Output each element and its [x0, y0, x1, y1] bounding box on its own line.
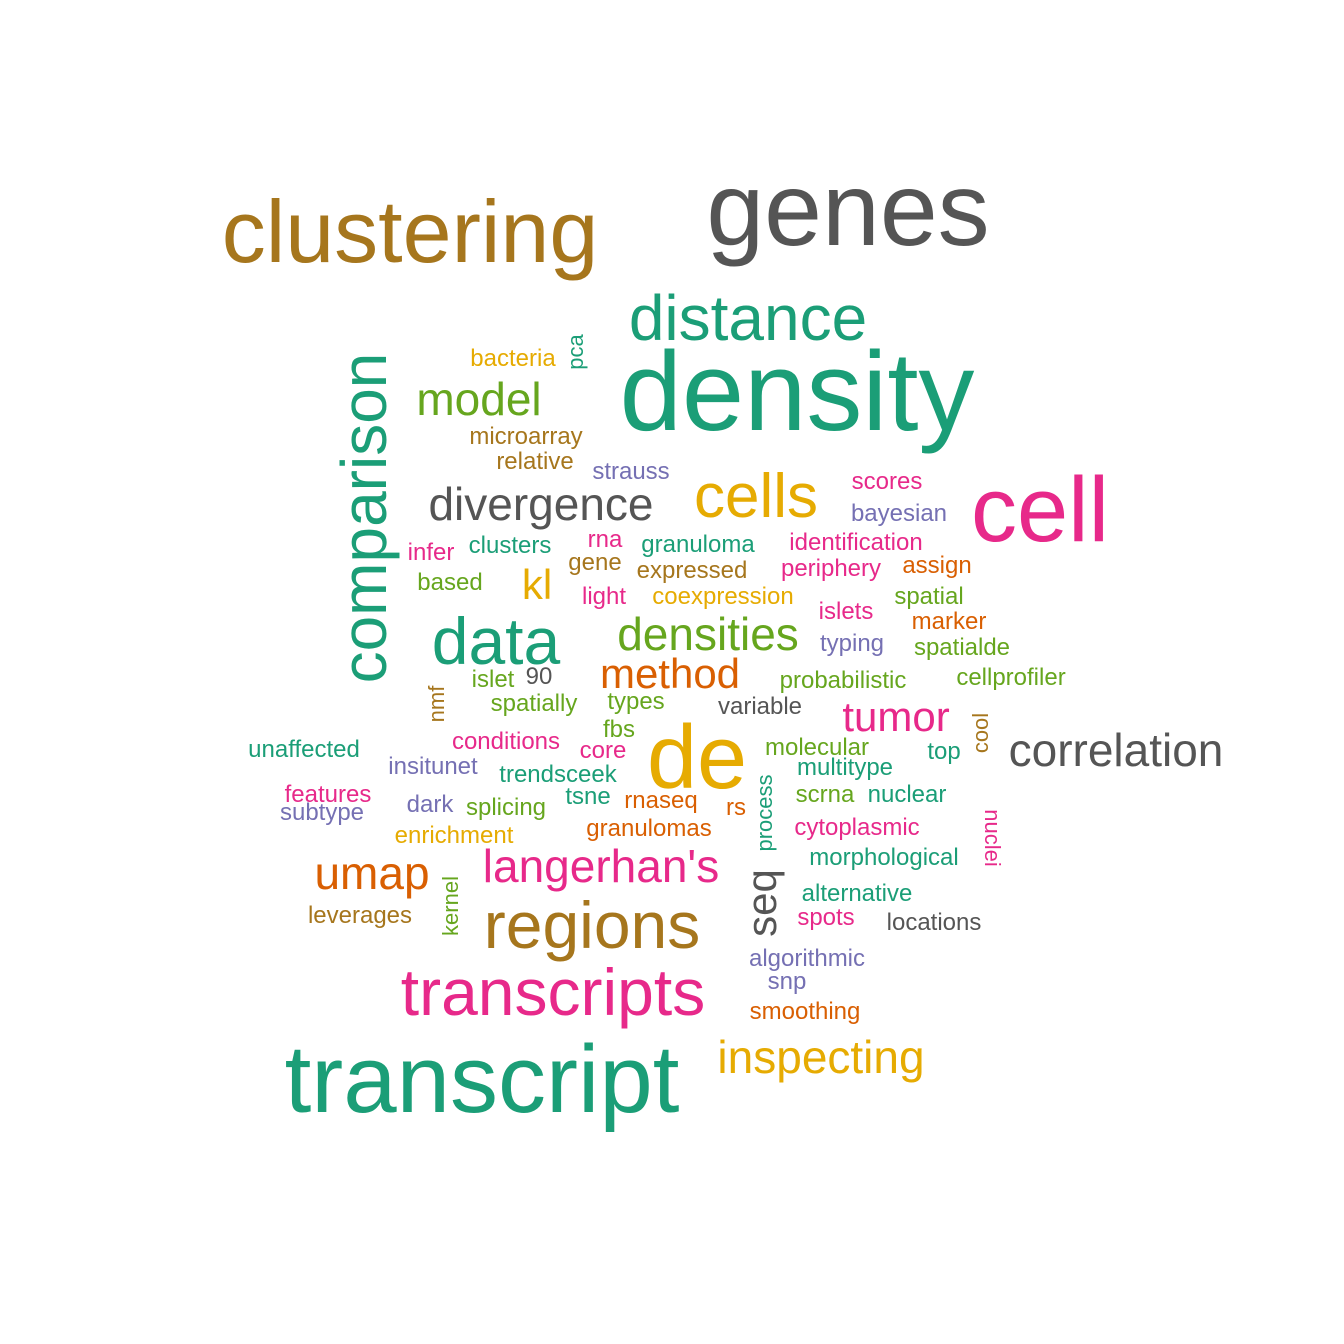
- word-marker: marker: [911, 608, 987, 635]
- word-algorithmic: algorithmic: [748, 945, 866, 972]
- word-transcripts: transcripts: [400, 955, 706, 1029]
- word-subtype: subtype: [279, 799, 365, 826]
- word-identification: identification: [789, 529, 923, 556]
- word-nuclei: nuclei: [980, 809, 1005, 867]
- word-kernel: kernel: [438, 876, 463, 936]
- word-infer: infer: [407, 539, 455, 566]
- word-islets: islets: [818, 598, 874, 625]
- word-features: features: [284, 781, 372, 808]
- word-typing: typing: [819, 630, 885, 657]
- word-rnaseq: rnaseq: [624, 787, 698, 814]
- word-snp: snp: [767, 968, 807, 995]
- word-bacteria: bacteria: [470, 345, 556, 372]
- word-dark: dark: [406, 791, 454, 818]
- word-coexpression: coexpression: [652, 583, 794, 610]
- word-relative: relative: [496, 448, 574, 475]
- word-rna: rna: [587, 526, 623, 553]
- word-spatialde: spatialde: [913, 634, 1011, 661]
- word-pca: pca: [563, 334, 588, 370]
- word-assign: assign: [902, 552, 972, 579]
- word-nuclear: nuclear: [867, 781, 947, 808]
- word-rs: rs: [726, 794, 746, 821]
- word-scrna: scrna: [795, 781, 855, 808]
- word-divergence: divergence: [428, 478, 654, 530]
- word-seq: seq: [738, 869, 785, 937]
- word-enrichment: enrichment: [394, 822, 514, 849]
- word-inspecting: inspecting: [717, 1031, 925, 1083]
- word-core: core: [579, 737, 627, 764]
- word-90: 90: [525, 663, 553, 690]
- word-granulomas: granulomas: [586, 815, 712, 842]
- word-fbs: fbs: [602, 716, 636, 743]
- word-kl: kl: [521, 561, 553, 608]
- word-data: data: [431, 604, 561, 678]
- word-unaffected: unaffected: [248, 736, 360, 763]
- word-density: density: [619, 329, 975, 454]
- word-molecular: molecular: [764, 734, 870, 761]
- word-morphological: morphological: [809, 844, 959, 871]
- word-process: process: [752, 774, 777, 852]
- word-variable: variable: [717, 693, 803, 720]
- word-conditions: conditions: [451, 728, 561, 755]
- word-locations: locations: [886, 909, 982, 936]
- word-probabilistic: probabilistic: [779, 667, 907, 694]
- word-spatial: spatial: [894, 583, 964, 610]
- word-spots: spots: [797, 904, 855, 931]
- word-correlation: correlation: [1008, 724, 1224, 776]
- word-clusters: clusters: [468, 532, 552, 559]
- word-model: model: [416, 373, 542, 425]
- word-de: de: [646, 708, 748, 808]
- word-method: method: [599, 650, 741, 697]
- word-clustering: clustering: [221, 182, 599, 281]
- word-cell: cell: [970, 459, 1110, 561]
- word-leverages: leverages: [307, 902, 413, 929]
- word-bayesian: bayesian: [850, 500, 948, 527]
- word-genes: genes: [706, 152, 990, 268]
- word-langerhan-s: langerhan's: [482, 840, 720, 892]
- word-distance: distance: [628, 282, 868, 354]
- word-islet: islet: [471, 666, 515, 693]
- word-light: light: [581, 583, 627, 610]
- word-umap: umap: [314, 847, 430, 899]
- word-cellprofiler: cellprofiler: [956, 664, 1066, 691]
- word-transcript: transcript: [284, 1026, 680, 1133]
- word-tsne: tsne: [565, 783, 611, 810]
- word-gene: gene: [568, 549, 622, 576]
- word-comparison: comparison: [328, 352, 400, 684]
- word-types: types: [607, 688, 665, 715]
- word-cells: cells: [693, 462, 819, 531]
- word-granuloma: granuloma: [641, 531, 755, 558]
- word-based: based: [417, 569, 483, 596]
- word-expressed: expressed: [636, 557, 748, 584]
- word-cool: cool: [968, 712, 993, 754]
- word-nmf: nmf: [424, 685, 449, 723]
- word-trendsceek: trendsceek: [499, 761, 617, 788]
- word-smoothing: smoothing: [749, 998, 861, 1025]
- word-alternative: alternative: [801, 880, 913, 907]
- word-densities: densities: [617, 608, 799, 660]
- word-splicing: splicing: [465, 794, 547, 821]
- word-regions: regions: [483, 888, 701, 962]
- word-periphery: periphery: [780, 555, 882, 582]
- word-cytoplasmic: cytoplasmic: [794, 814, 920, 841]
- word-strauss: strauss: [592, 458, 670, 485]
- word-microarray: microarray: [469, 423, 583, 450]
- word-spatially: spatially: [490, 690, 578, 717]
- word-top: top: [927, 738, 961, 765]
- word-tumor: tumor: [842, 693, 950, 740]
- word-scores: scores: [851, 468, 923, 495]
- word-multitype: multitype: [796, 754, 894, 781]
- word-insitunet: insitunet: [388, 753, 478, 780]
